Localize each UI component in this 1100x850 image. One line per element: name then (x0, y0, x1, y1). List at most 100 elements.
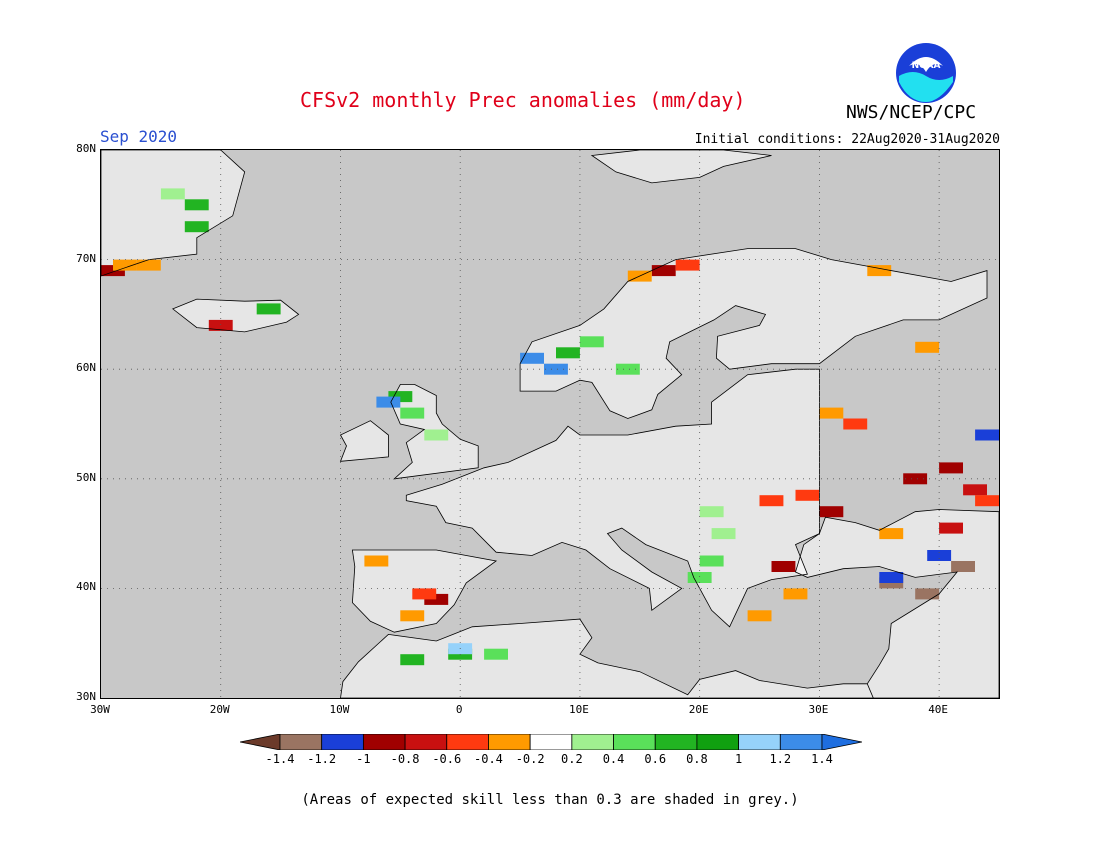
anomaly-cell (101, 265, 125, 277)
latitude-label: 50N (76, 470, 96, 484)
anomaly-cell (711, 528, 736, 540)
anomaly-cell (113, 259, 137, 271)
anomaly-cell (424, 593, 449, 605)
coastline (590, 150, 772, 184)
anomaly-cell (903, 473, 928, 485)
land-mass (101, 150, 245, 276)
anomaly-cell (699, 555, 724, 567)
colorbar-segment (404, 734, 448, 750)
anomaly-cell (412, 588, 437, 600)
coastline (390, 384, 479, 480)
anomaly-cell (915, 341, 940, 353)
anomaly-cell (484, 648, 508, 660)
anomaly-cell (520, 352, 544, 364)
map-panel (100, 149, 1000, 699)
latitude-label: 30N (76, 690, 96, 703)
colorbar-label: -0.4 (474, 752, 503, 766)
map-canvas (101, 150, 999, 698)
anomaly-cell (699, 506, 724, 518)
anomaly-cell (819, 407, 844, 419)
colorbar-high-triangle (821, 734, 862, 750)
latitude-label: 70N (76, 251, 96, 265)
anomaly-cell (915, 588, 940, 600)
colorbar-segment (321, 734, 364, 750)
anomaly-cell (975, 495, 999, 507)
anomaly-cell (256, 303, 281, 315)
anomaly-cell (544, 363, 568, 375)
latitude-label: 80N (76, 142, 96, 155)
anomaly-cell (184, 221, 209, 233)
forecast-month: Sep 2020 (100, 127, 178, 146)
anomaly-cell (771, 561, 796, 572)
anomaly-cells (101, 188, 999, 666)
anomaly-cell (843, 418, 868, 430)
colorbar-segment (571, 734, 614, 750)
coastline (405, 368, 820, 628)
colorbar-label: 0.8 (686, 752, 708, 766)
anomaly-cell (783, 588, 808, 600)
anomaly-cell (675, 259, 700, 271)
land-mass (520, 248, 987, 419)
anomaly-cell (795, 489, 820, 501)
anomaly-cell (951, 561, 975, 572)
colorbar-segment (279, 734, 323, 750)
anomaly-cell (939, 522, 963, 534)
anomaly-cell (975, 429, 999, 441)
colorbar-label: 1 (734, 752, 743, 766)
colorbar-segment (446, 734, 489, 750)
anomaly-cell (759, 495, 784, 507)
anomaly-cell (819, 506, 844, 518)
longitude-label: 20W (209, 703, 230, 716)
anomaly-cell (376, 396, 401, 408)
anomaly-cell (879, 572, 904, 583)
longitude-label: 40E (928, 703, 949, 716)
colorbar-label: -1.4 (265, 752, 295, 766)
coastline (339, 420, 389, 462)
coastline (172, 298, 300, 333)
colorbar-segment (738, 734, 781, 750)
anomaly-cell (388, 391, 413, 403)
coastline (340, 509, 999, 698)
colorbar-label: -0.8 (390, 752, 420, 766)
agency-label: NWS/NCEP/CPC (846, 102, 977, 123)
longitude-label: 30E (808, 703, 829, 716)
coastline (351, 549, 498, 633)
anomaly-cell (136, 259, 161, 271)
chart-title: CFSv2 monthly Prec anomalies (mm/day) (300, 88, 746, 112)
colorbar-label: 0.2 (561, 752, 583, 766)
colorbar-label: -1.2 (307, 752, 337, 766)
footnote: (Areas of expected skill less than 0.3 a… (301, 792, 799, 808)
colorbar-segment (654, 734, 698, 750)
longitude-label: 0 (455, 703, 463, 716)
colorbar-segment (488, 734, 531, 750)
anomaly-cell (208, 319, 233, 331)
colorbar-label: 1.4 (811, 752, 833, 766)
colorbar-segment (779, 734, 823, 750)
colorbar-segment (362, 734, 406, 750)
anomaly-cell (400, 407, 425, 419)
colorbar-label: 1.2 (769, 752, 792, 766)
coastline (101, 150, 246, 277)
colorbar-label: 0.4 (602, 752, 625, 766)
latitude-label: 60N (76, 361, 96, 375)
anomaly-cell (963, 484, 987, 496)
noaa-logo-icon: NOAA (896, 43, 956, 103)
colorbar-label: 0.6 (644, 752, 667, 766)
anomaly-cell (400, 610, 425, 622)
anomaly-cell (939, 462, 963, 474)
anomaly-cell (400, 654, 425, 666)
anomaly-cell (747, 610, 772, 622)
colorbar-label: -0.6 (432, 752, 462, 766)
anomaly-cell (364, 555, 389, 567)
grid-lines (101, 150, 999, 698)
longitude-label: 30W (90, 703, 110, 716)
anomaly-cell (160, 188, 185, 200)
anomaly-cell (879, 528, 904, 540)
longitude-label: 20E (688, 703, 709, 716)
colorbar-segment (529, 734, 573, 750)
colorbar-label: -1 (356, 752, 371, 766)
initial-conditions: Initial conditions: 22Aug2020-31Aug2020 (694, 132, 1000, 147)
anomaly-cell (927, 550, 952, 561)
land-mass (591, 150, 772, 183)
